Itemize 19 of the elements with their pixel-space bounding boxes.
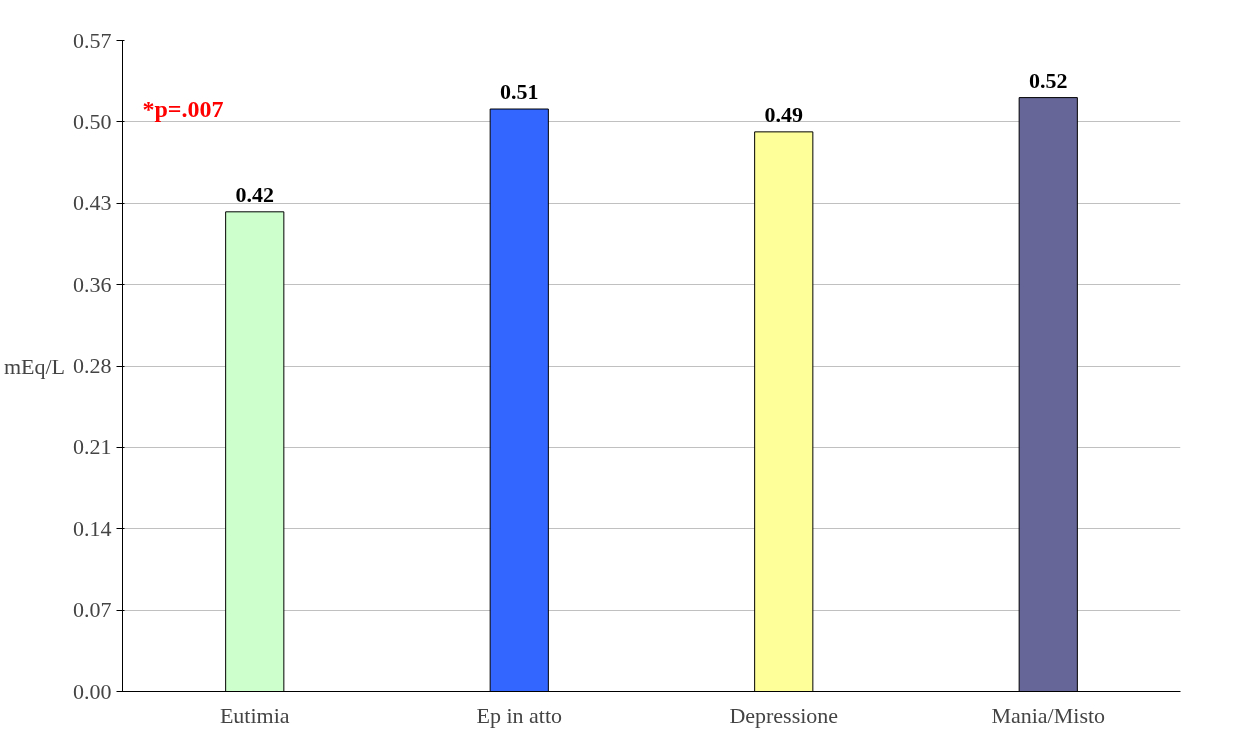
data-label: 0.51	[500, 79, 539, 105]
y-tick-label: 0.00	[73, 678, 112, 704]
x-tick-label: Eutimia	[219, 702, 290, 728]
y-tick-label: 0.57	[73, 27, 112, 53]
y-tick-label: 0.14	[73, 515, 112, 541]
y-tick-label: 0.36	[73, 271, 112, 297]
y-axis-title: mEq/L	[3, 353, 66, 379]
y-tick-label: 0.28	[73, 353, 112, 378]
y-tick-label: 0.21	[73, 434, 112, 460]
data-label: 0.49	[764, 101, 803, 127]
y-tick-label: 0.43	[73, 190, 112, 216]
annotation: *p=.007	[142, 95, 224, 122]
data-label: 0.52	[1029, 67, 1068, 93]
data-label: 0.42	[235, 181, 274, 207]
x-tick-label: Depressione	[729, 702, 839, 728]
x-tick-label: Mania/Misto	[991, 702, 1106, 728]
y-tick-label: 0.07	[73, 597, 112, 623]
y-tick-label: 0.50	[73, 108, 112, 134]
x-tick-label: Ep in atto	[476, 702, 563, 728]
